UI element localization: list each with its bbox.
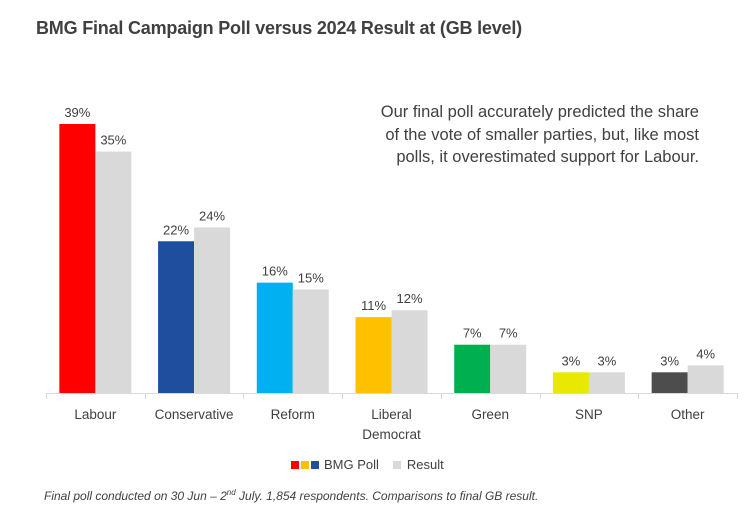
x-tick-label: Other	[671, 407, 705, 422]
legend-swatch-poll-3	[311, 460, 319, 469]
bar-poll-snp	[552, 372, 589, 393]
bar-result-liberal-democrat	[391, 310, 428, 393]
x-tick-label: Labour	[74, 407, 117, 422]
legend-swatch-poll-1	[291, 460, 299, 469]
x-tick-label: Conservative	[155, 407, 234, 422]
legend-label-poll: BMG Poll	[324, 457, 379, 472]
bar-chart: 39% 35% Labour 22% 24% Conservative 16% 15% Refo…	[46, 105, 738, 442]
x-tick-label: Liberal	[371, 407, 412, 422]
x-tick-label: Green	[471, 407, 509, 422]
legend-entry-result: Result	[392, 457, 444, 472]
bar-result-conservative	[194, 227, 231, 393]
data-label-result: 4%	[696, 346, 715, 361]
data-label-poll: 16%	[262, 264, 288, 279]
x-tick-label: SNP	[575, 407, 603, 422]
data-label-result: 24%	[199, 208, 225, 223]
chart-annotation: Our final poll accurately predicted the …	[380, 103, 699, 166]
data-label-result: 12%	[396, 291, 422, 306]
legend-swatch-poll-2	[301, 460, 309, 469]
bar-poll-reform	[256, 282, 293, 393]
data-label-result: 3%	[598, 353, 617, 368]
data-label-result: 15%	[298, 271, 324, 286]
chart-title: BMG Final Campaign Poll versus 2024 Resu…	[36, 18, 522, 38]
footnote-text-end: July. 1,854 respondents. Comparisons to …	[235, 489, 539, 503]
legend-swatch-result	[392, 460, 401, 469]
data-label-poll: 11%	[361, 298, 386, 313]
bar-result-green	[490, 344, 527, 393]
footnote: Final poll conducted on 30 Jun – 2nd Jul…	[44, 488, 538, 503]
data-label-poll: 3%	[660, 353, 679, 368]
bar-result-other	[687, 365, 724, 393]
footnote-superscript: nd	[226, 488, 236, 497]
bar-poll-conservative	[158, 241, 195, 393]
bar-result-labour	[95, 151, 132, 393]
data-label-poll: 3%	[562, 353, 581, 368]
bar-poll-labour	[59, 124, 96, 393]
bar-poll-green	[454, 344, 491, 393]
legend-label-result: Result	[406, 457, 444, 472]
data-label-poll: 22%	[163, 222, 189, 237]
bar-result-snp	[588, 372, 625, 393]
data-label-result: 7%	[499, 326, 518, 341]
data-label-poll: 39%	[64, 105, 90, 120]
data-label-poll: 7%	[463, 326, 482, 341]
bar-poll-liberal-democrat	[355, 317, 392, 393]
footnote-text-start: Final poll conducted on 30 Jun – 2	[44, 489, 227, 503]
bar-poll-other	[651, 372, 688, 393]
legend-entry-poll: BMG Poll	[291, 457, 379, 472]
x-tick-label: Reform	[271, 407, 315, 422]
bar-result-reform	[292, 289, 329, 393]
x-tick-label: Democrat	[362, 427, 421, 442]
chart-legend: BMG Poll Result	[291, 457, 444, 472]
data-label-result: 35%	[100, 133, 126, 148]
